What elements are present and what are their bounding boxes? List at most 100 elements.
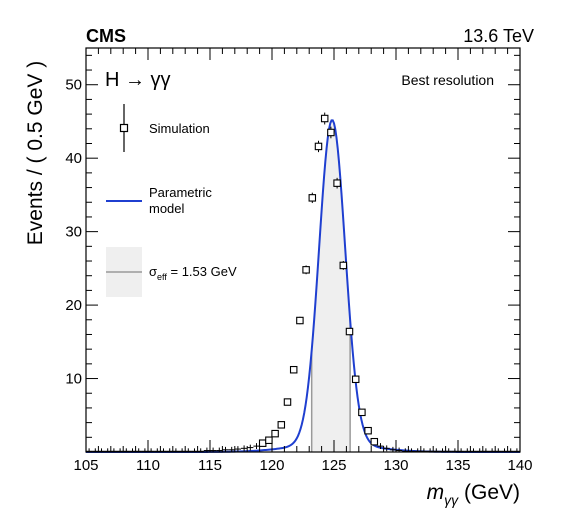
data-points-layer bbox=[86, 112, 520, 452]
data-point bbox=[283, 398, 292, 406]
data-point bbox=[234, 446, 241, 452]
data-point bbox=[197, 448, 204, 452]
data-point bbox=[166, 448, 173, 452]
data-point bbox=[289, 365, 298, 374]
data-point bbox=[383, 445, 390, 452]
data-point bbox=[327, 126, 335, 139]
data-point bbox=[427, 448, 434, 452]
data-point bbox=[333, 177, 341, 189]
y-tick-label: 50 bbox=[65, 77, 82, 94]
data-point-marker bbox=[339, 261, 348, 270]
data-point-marker bbox=[358, 408, 366, 417]
data-point bbox=[439, 448, 446, 452]
data-point bbox=[451, 448, 458, 452]
data-point bbox=[241, 445, 248, 452]
x-tick-label: 130 bbox=[383, 457, 408, 474]
x-tick-label: 135 bbox=[445, 457, 470, 474]
data-point bbox=[148, 448, 155, 452]
data-point-marker bbox=[265, 436, 273, 444]
process-label: H → γγ bbox=[105, 69, 171, 91]
data-point-marker bbox=[258, 439, 267, 447]
y-tick-label: 10 bbox=[65, 371, 82, 388]
data-point bbox=[420, 448, 427, 452]
legend-sigma-sub: eff bbox=[157, 272, 167, 282]
data-point bbox=[172, 448, 179, 452]
x-tick-label: 140 bbox=[507, 457, 532, 474]
data-point-marker bbox=[327, 128, 335, 137]
data-point bbox=[339, 260, 348, 270]
data-point bbox=[123, 448, 130, 452]
data-point bbox=[253, 443, 260, 450]
y-tick-label: 30 bbox=[65, 224, 82, 241]
data-point bbox=[476, 448, 483, 452]
data-point bbox=[228, 446, 235, 452]
data-point bbox=[482, 448, 489, 452]
data-point bbox=[277, 421, 286, 429]
legend-model-label-line1: Parametric bbox=[149, 185, 212, 200]
data-point bbox=[513, 448, 520, 452]
data-point bbox=[271, 429, 279, 438]
x-tick-label: 105 bbox=[73, 457, 98, 474]
x-axis-title: mγγ (GeV) bbox=[427, 481, 520, 508]
data-point bbox=[258, 439, 267, 447]
data-point bbox=[179, 448, 186, 452]
legend-simulation-label: Simulation bbox=[149, 121, 210, 136]
data-point-marker bbox=[314, 142, 323, 151]
data-point bbox=[470, 448, 477, 452]
data-point-marker bbox=[283, 398, 292, 406]
data-point bbox=[507, 448, 514, 452]
y-axis-title: Events / ( 0.5 GeV ) bbox=[24, 61, 47, 245]
data-point bbox=[135, 448, 142, 452]
model-curve-layer bbox=[86, 119, 520, 453]
data-point bbox=[358, 408, 366, 417]
plot-frame bbox=[85, 47, 521, 453]
data-point bbox=[86, 448, 93, 452]
data-point bbox=[377, 443, 384, 450]
data-point bbox=[247, 444, 254, 451]
data-point bbox=[216, 447, 223, 452]
data-point bbox=[141, 448, 148, 452]
y-tick-label: 20 bbox=[65, 297, 82, 314]
data-point bbox=[370, 437, 379, 446]
legend: Simulation Parametric model σeff = 1.53 … bbox=[106, 104, 237, 297]
axis-ticks-layer: 105 110 115 120 125 130 135 140 10 20 30 40 50 bbox=[65, 48, 533, 474]
data-point bbox=[433, 448, 440, 452]
x-tick-label: 110 bbox=[136, 457, 160, 474]
data-point bbox=[222, 446, 229, 452]
data-point bbox=[495, 448, 502, 452]
legend-sigma-label: σeff = 1.53 GeV bbox=[149, 264, 237, 282]
data-point bbox=[408, 448, 415, 452]
data-point-marker bbox=[296, 316, 304, 325]
parametric-model-curve bbox=[86, 119, 520, 453]
data-point-marker bbox=[277, 421, 286, 429]
data-point-marker bbox=[302, 266, 310, 274]
x-tick-label: 120 bbox=[259, 457, 284, 474]
x-tick-label: 115 bbox=[198, 457, 222, 474]
x-axis-title-unit: (GeV) bbox=[458, 481, 520, 504]
data-point-marker bbox=[289, 365, 298, 374]
x-axis-title-symbol: m bbox=[427, 481, 445, 504]
data-point bbox=[501, 448, 508, 452]
data-point bbox=[389, 446, 396, 452]
data-point bbox=[154, 448, 161, 452]
data-point bbox=[265, 436, 273, 444]
data-point-marker bbox=[320, 114, 329, 123]
data-point bbox=[302, 265, 310, 275]
data-point bbox=[320, 112, 329, 125]
data-point bbox=[464, 448, 471, 452]
sigma-eff-band bbox=[311, 119, 351, 453]
data-point bbox=[345, 327, 354, 336]
data-point bbox=[104, 448, 111, 452]
data-point-marker bbox=[333, 179, 341, 187]
data-point bbox=[296, 316, 304, 325]
data-point bbox=[351, 375, 360, 384]
data-point-marker bbox=[308, 194, 317, 202]
energy-label: 13.6 TeV bbox=[463, 26, 534, 46]
experiment-label: CMS bbox=[86, 26, 126, 46]
x-axis-title-sub: γγ bbox=[444, 492, 459, 508]
data-point bbox=[210, 447, 217, 452]
data-point bbox=[445, 448, 452, 452]
data-point bbox=[314, 140, 323, 153]
data-point bbox=[117, 448, 124, 452]
